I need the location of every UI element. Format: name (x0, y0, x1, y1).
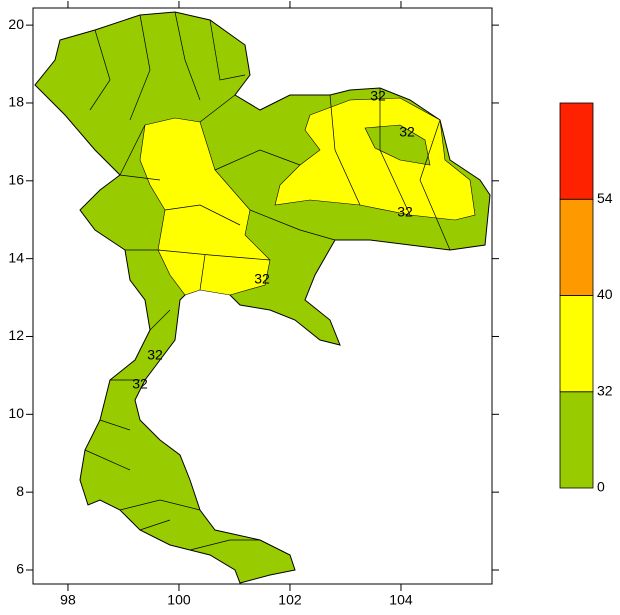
colorbar-label: 32 (597, 382, 613, 398)
map-frame (32, 7, 493, 585)
colorbar-segment (559, 295, 594, 393)
province-borders (84, 11, 451, 551)
contour-label: 32 (132, 376, 148, 392)
colorbar-label: 54 (597, 190, 613, 206)
country-shape (34, 11, 491, 584)
colorbar-segment (559, 198, 594, 296)
land (34, 11, 491, 584)
colorbar-label: 0 (597, 479, 605, 495)
y-tick-label: 10 (8, 405, 24, 421)
x-tick-label: 104 (389, 592, 413, 608)
x-tick-label: 102 (278, 592, 302, 608)
axes: 98 100 102 104 6 8 10 12 14 16 18 20 (8, 1, 499, 608)
colorbar-segment (559, 102, 594, 200)
y-tick-label: 20 (8, 16, 24, 32)
colorbar-label: 40 (597, 286, 613, 302)
y-tick-label: 14 (8, 249, 24, 265)
x-tick-label: 98 (60, 592, 76, 608)
y-tick-label: 18 (8, 94, 24, 110)
colorbar: 0 32 40 54 (559, 102, 613, 495)
contour-region (139, 117, 271, 296)
contour-labels: 32 32 32 32 32 32 (132, 88, 415, 392)
contour-label: 32 (370, 88, 386, 104)
contour-label: 32 (397, 204, 413, 220)
colorbar-segment (559, 391, 594, 489)
y-tick-label: 6 (16, 561, 24, 577)
contour-label: 32 (399, 124, 415, 140)
contour-label: 32 (147, 347, 163, 363)
y-tick-label: 8 (16, 483, 24, 499)
y-tick-label: 12 (8, 327, 24, 343)
y-tick-label: 16 (8, 172, 24, 188)
contour-label: 32 (254, 271, 270, 287)
x-tick-label: 100 (167, 592, 191, 608)
contour-region (364, 124, 431, 166)
